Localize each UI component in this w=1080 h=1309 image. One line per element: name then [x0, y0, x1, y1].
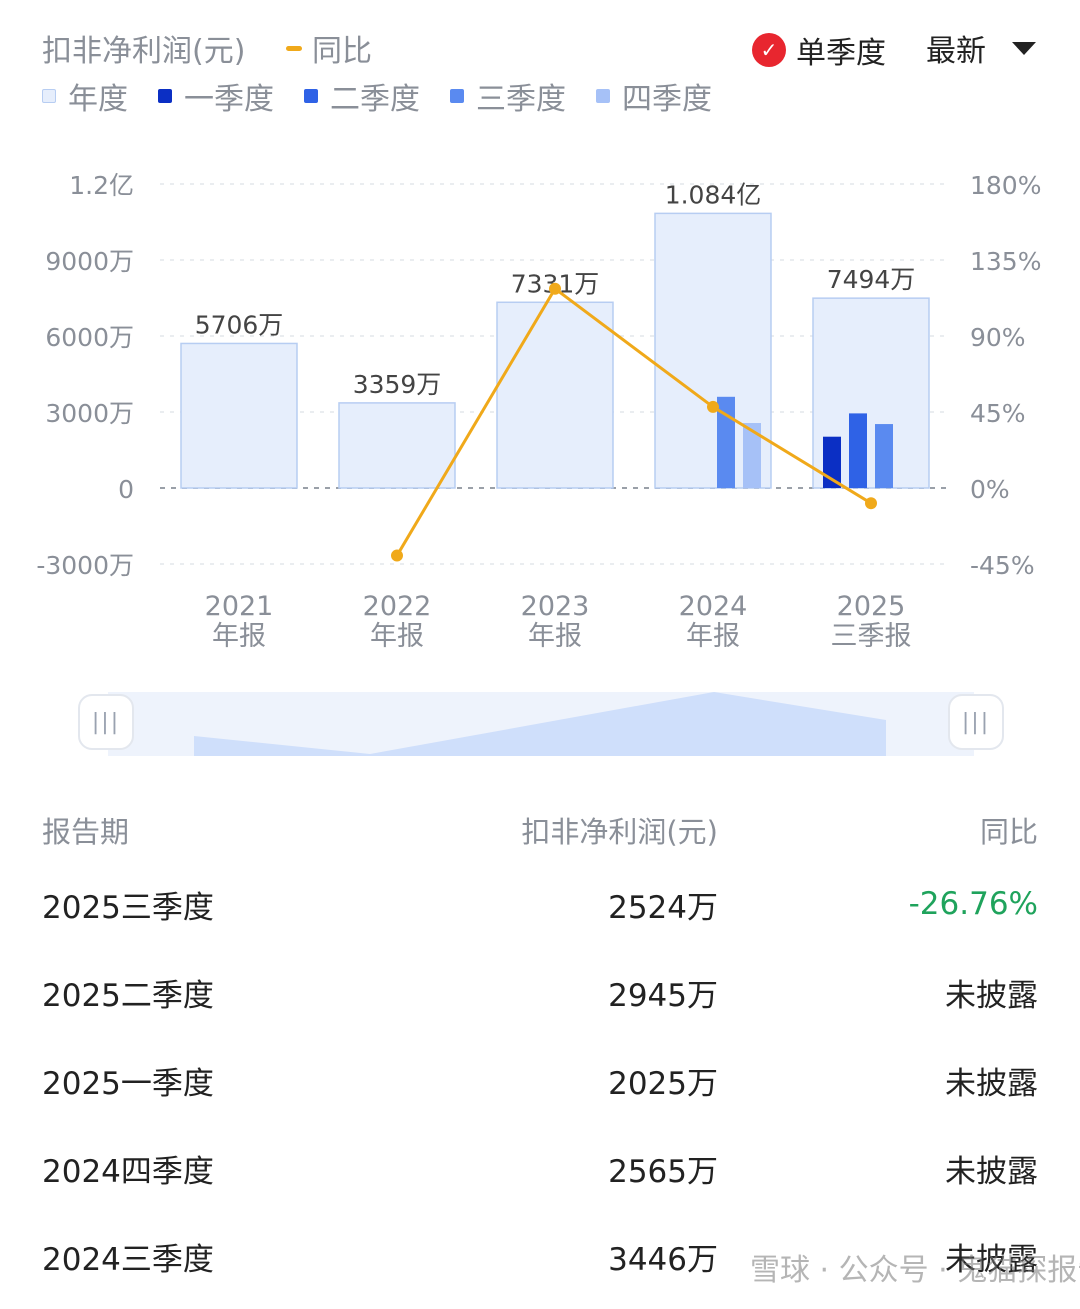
legend-swatch-icon — [596, 89, 610, 103]
y-right-tick-label: 0% — [970, 475, 1010, 504]
legend-item-q3[interactable]: 三季度 — [450, 74, 566, 118]
line-swatch-icon — [286, 45, 302, 51]
annual-bar — [338, 402, 456, 489]
cell-yoy: 未披露 — [945, 1153, 1038, 1190]
legend-swatch-icon — [450, 89, 464, 103]
table-row[interactable]: 2024三季度 3446万 未披露 — [42, 1212, 1038, 1300]
y-right-tick-label: 135% — [970, 247, 1041, 276]
annual-bar-label: 5706万 — [195, 310, 284, 339]
chart-title: 扣非净利润(元) — [42, 34, 246, 69]
y-left-tick-label: 6000万 — [45, 323, 134, 352]
cell-yoy: 未披露 — [945, 977, 1038, 1014]
legend-label: 年度 — [68, 82, 128, 117]
y-right-tick-label: 180% — [970, 171, 1041, 200]
header-yoy: 同比 — [979, 815, 1038, 849]
cell-yoy: 未披露 — [945, 1241, 1038, 1278]
yoy-point — [549, 282, 561, 295]
y-right-tick-label: -45% — [970, 551, 1035, 580]
quarter-bar — [875, 424, 893, 488]
legend-item-q1[interactable]: 一季度 — [158, 74, 274, 118]
x-tick-label: 年报 — [686, 621, 740, 652]
profit-table: 报告期 扣非净利润(元) 同比 2025三季度 2524万 -26.76% 20… — [42, 800, 1038, 1300]
quarter-bar — [743, 423, 761, 488]
cell-period: 2025一季度 — [42, 1065, 214, 1102]
cell-period: 2024三季度 — [42, 1241, 214, 1278]
legend-item-q2[interactable]: 二季度 — [304, 74, 420, 118]
legend-yoy-line[interactable]: 同比 — [286, 26, 372, 70]
annual-bar — [180, 342, 298, 489]
chevron-down-icon — [1012, 41, 1036, 55]
checkmark-icon: ✓ — [752, 33, 786, 67]
x-tick-label: 2024 — [679, 591, 748, 622]
sort-dropdown[interactable]: 最新 — [926, 26, 1036, 70]
x-tick-label: 2025 — [837, 591, 906, 622]
table-row[interactable]: 2025二季度 2945万 未披露 — [42, 948, 1038, 1036]
series-legend: 年度 一季度 二季度 三季度 四季度 — [42, 74, 742, 118]
watermark: 雪球 · 公众号 · 鬼猫探报告 — [750, 1253, 1080, 1288]
range-preview — [194, 692, 886, 756]
table-row[interactable]: 2025一季度 2025万 未披露 — [42, 1036, 1038, 1124]
legend-yoy-label: 同比 — [312, 34, 372, 69]
profit-chart[interactable]: 1.2亿 180% 9000万 135% 6000万 90% 3000万 45% 0 0% -300… — [0, 150, 1080, 670]
y-left-tick-label: -3000万 — [36, 551, 134, 580]
cell-period: 2025三季度 — [42, 889, 214, 926]
cell-yoy: -26.76% — [908, 886, 1038, 922]
x-tick-label: 年报 — [370, 621, 424, 652]
cell-yoy: 未披露 — [945, 1065, 1038, 1102]
x-tick-label: 三季报 — [831, 621, 912, 652]
cell-profit: 2025万 — [608, 1065, 718, 1102]
y-left-tick-label: 9000万 — [45, 247, 134, 276]
single-quarter-toggle[interactable]: ✓ 单季度 — [752, 28, 886, 72]
header-period: 报告期 — [42, 815, 130, 849]
yoy-point — [865, 497, 877, 510]
x-tick-label: 2022 — [363, 591, 432, 622]
y-right-tick-label: 90% — [970, 323, 1026, 352]
annual-bar-label: 1.084亿 — [665, 180, 762, 209]
header-profit: 扣非净利润(元) — [521, 815, 718, 849]
cell-profit: 2945万 — [608, 977, 718, 1014]
x-tick-label: 2023 — [521, 591, 590, 622]
cell-profit: 2565万 — [608, 1153, 718, 1190]
legend-label: 四季度 — [622, 82, 712, 117]
legend-label: 三季度 — [476, 82, 566, 117]
legend-swatch-icon — [42, 89, 56, 103]
y-left-tick-label: 0 — [118, 475, 134, 504]
annual-bar — [496, 301, 614, 489]
cell-period: 2025二季度 — [42, 977, 214, 1014]
legend-item-annual[interactable]: 年度 — [42, 74, 128, 118]
cell-period: 2024四季度 — [42, 1153, 214, 1190]
table-row[interactable]: 2025三季度 2524万 -26.76% — [42, 860, 1038, 948]
annual-bar-label: 7494万 — [827, 265, 916, 294]
yoy-point — [707, 400, 719, 413]
cell-profit: 3446万 — [608, 1241, 718, 1278]
range-handle-left[interactable]: ||| — [78, 694, 134, 750]
quarter-bar — [717, 396, 735, 488]
x-tick-label: 年报 — [212, 621, 266, 652]
legend-swatch-icon — [304, 89, 318, 103]
y-left-tick-label: 3000万 — [45, 399, 134, 428]
legend-label: 二季度 — [330, 82, 420, 117]
range-slider[interactable]: ||| ||| — [78, 692, 1004, 756]
single-quarter-label: 单季度 — [796, 36, 886, 71]
sort-label: 最新 — [926, 34, 986, 69]
legend-item-q4[interactable]: 四季度 — [596, 74, 712, 118]
annual-bar-label: 3359万 — [353, 370, 442, 399]
quarter-bar — [849, 413, 867, 488]
legend-label: 一季度 — [184, 82, 274, 117]
y-left-tick-label: 1.2亿 — [69, 171, 134, 200]
yoy-line — [395, 286, 872, 557]
table-row[interactable]: 2024四季度 2565万 未披露 — [42, 1124, 1038, 1212]
yoy-point — [391, 549, 403, 562]
cell-profit: 2524万 — [608, 889, 718, 926]
table-header: 报告期 扣非净利润(元) 同比 — [42, 800, 1038, 860]
legend-swatch-icon — [158, 89, 172, 103]
x-tick-label: 年报 — [528, 621, 582, 652]
y-right-tick-label: 45% — [970, 399, 1026, 428]
x-tick-label: 2021 — [205, 591, 274, 622]
range-handle-right[interactable]: ||| — [948, 694, 1004, 750]
